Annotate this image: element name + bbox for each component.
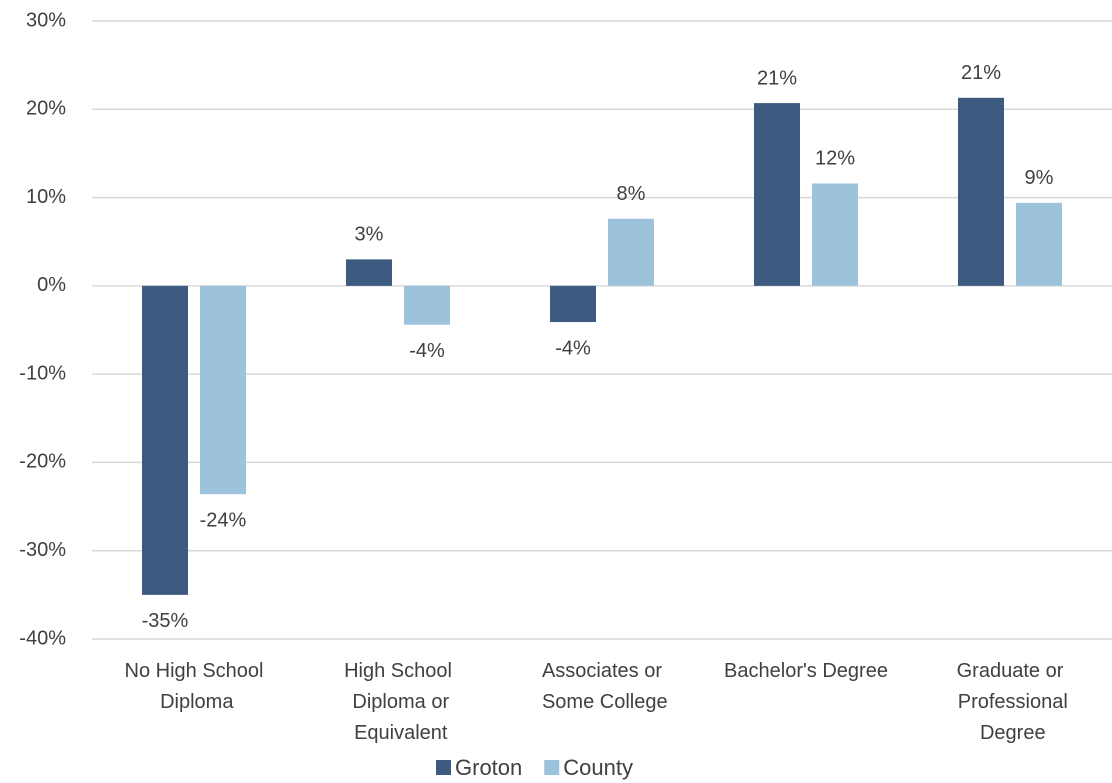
value-label: -35% bbox=[142, 610, 189, 632]
bar bbox=[1016, 202, 1062, 286]
y-tick-label: -20% bbox=[19, 451, 66, 473]
bar bbox=[142, 285, 188, 595]
value-label: 12% bbox=[815, 148, 855, 170]
value-label: 8% bbox=[617, 183, 646, 205]
y-tick-label: 10% bbox=[26, 186, 66, 208]
y-tick-label: 30% bbox=[26, 9, 66, 31]
y-tick-label: -40% bbox=[19, 627, 66, 649]
y-tick-label: -10% bbox=[19, 362, 66, 384]
x-tick-label: No High School Diploma bbox=[125, 660, 264, 713]
bar bbox=[754, 103, 800, 286]
legend-swatch bbox=[436, 760, 451, 775]
value-label: -4% bbox=[409, 340, 445, 362]
value-label: 3% bbox=[355, 224, 384, 246]
value-label: -24% bbox=[200, 509, 247, 531]
x-tick-label: Bachelor's Degree bbox=[724, 660, 888, 682]
y-tick-label: 0% bbox=[37, 274, 66, 296]
bar bbox=[200, 285, 246, 495]
bar bbox=[608, 218, 654, 286]
legend-label: County bbox=[563, 755, 633, 780]
bar bbox=[958, 97, 1004, 286]
bar bbox=[812, 183, 858, 286]
x-tick-label: Associates or Some College bbox=[536, 660, 667, 713]
value-label: 21% bbox=[961, 62, 1001, 84]
x-tick-label: High School Diploma or Equivalent bbox=[344, 660, 452, 744]
legend-label: Groton bbox=[455, 755, 522, 780]
value-label: 21% bbox=[757, 67, 797, 89]
y-tick-label: -30% bbox=[19, 539, 66, 561]
y-tick-label: 20% bbox=[26, 98, 66, 120]
x-tick-label: Graduate or Professional Degree bbox=[952, 660, 1068, 744]
value-label: -4% bbox=[555, 337, 591, 359]
value-label: 9% bbox=[1025, 167, 1054, 189]
bar bbox=[550, 285, 596, 323]
bar bbox=[404, 285, 450, 325]
legend-swatch bbox=[544, 760, 560, 775]
bar bbox=[346, 259, 392, 286]
